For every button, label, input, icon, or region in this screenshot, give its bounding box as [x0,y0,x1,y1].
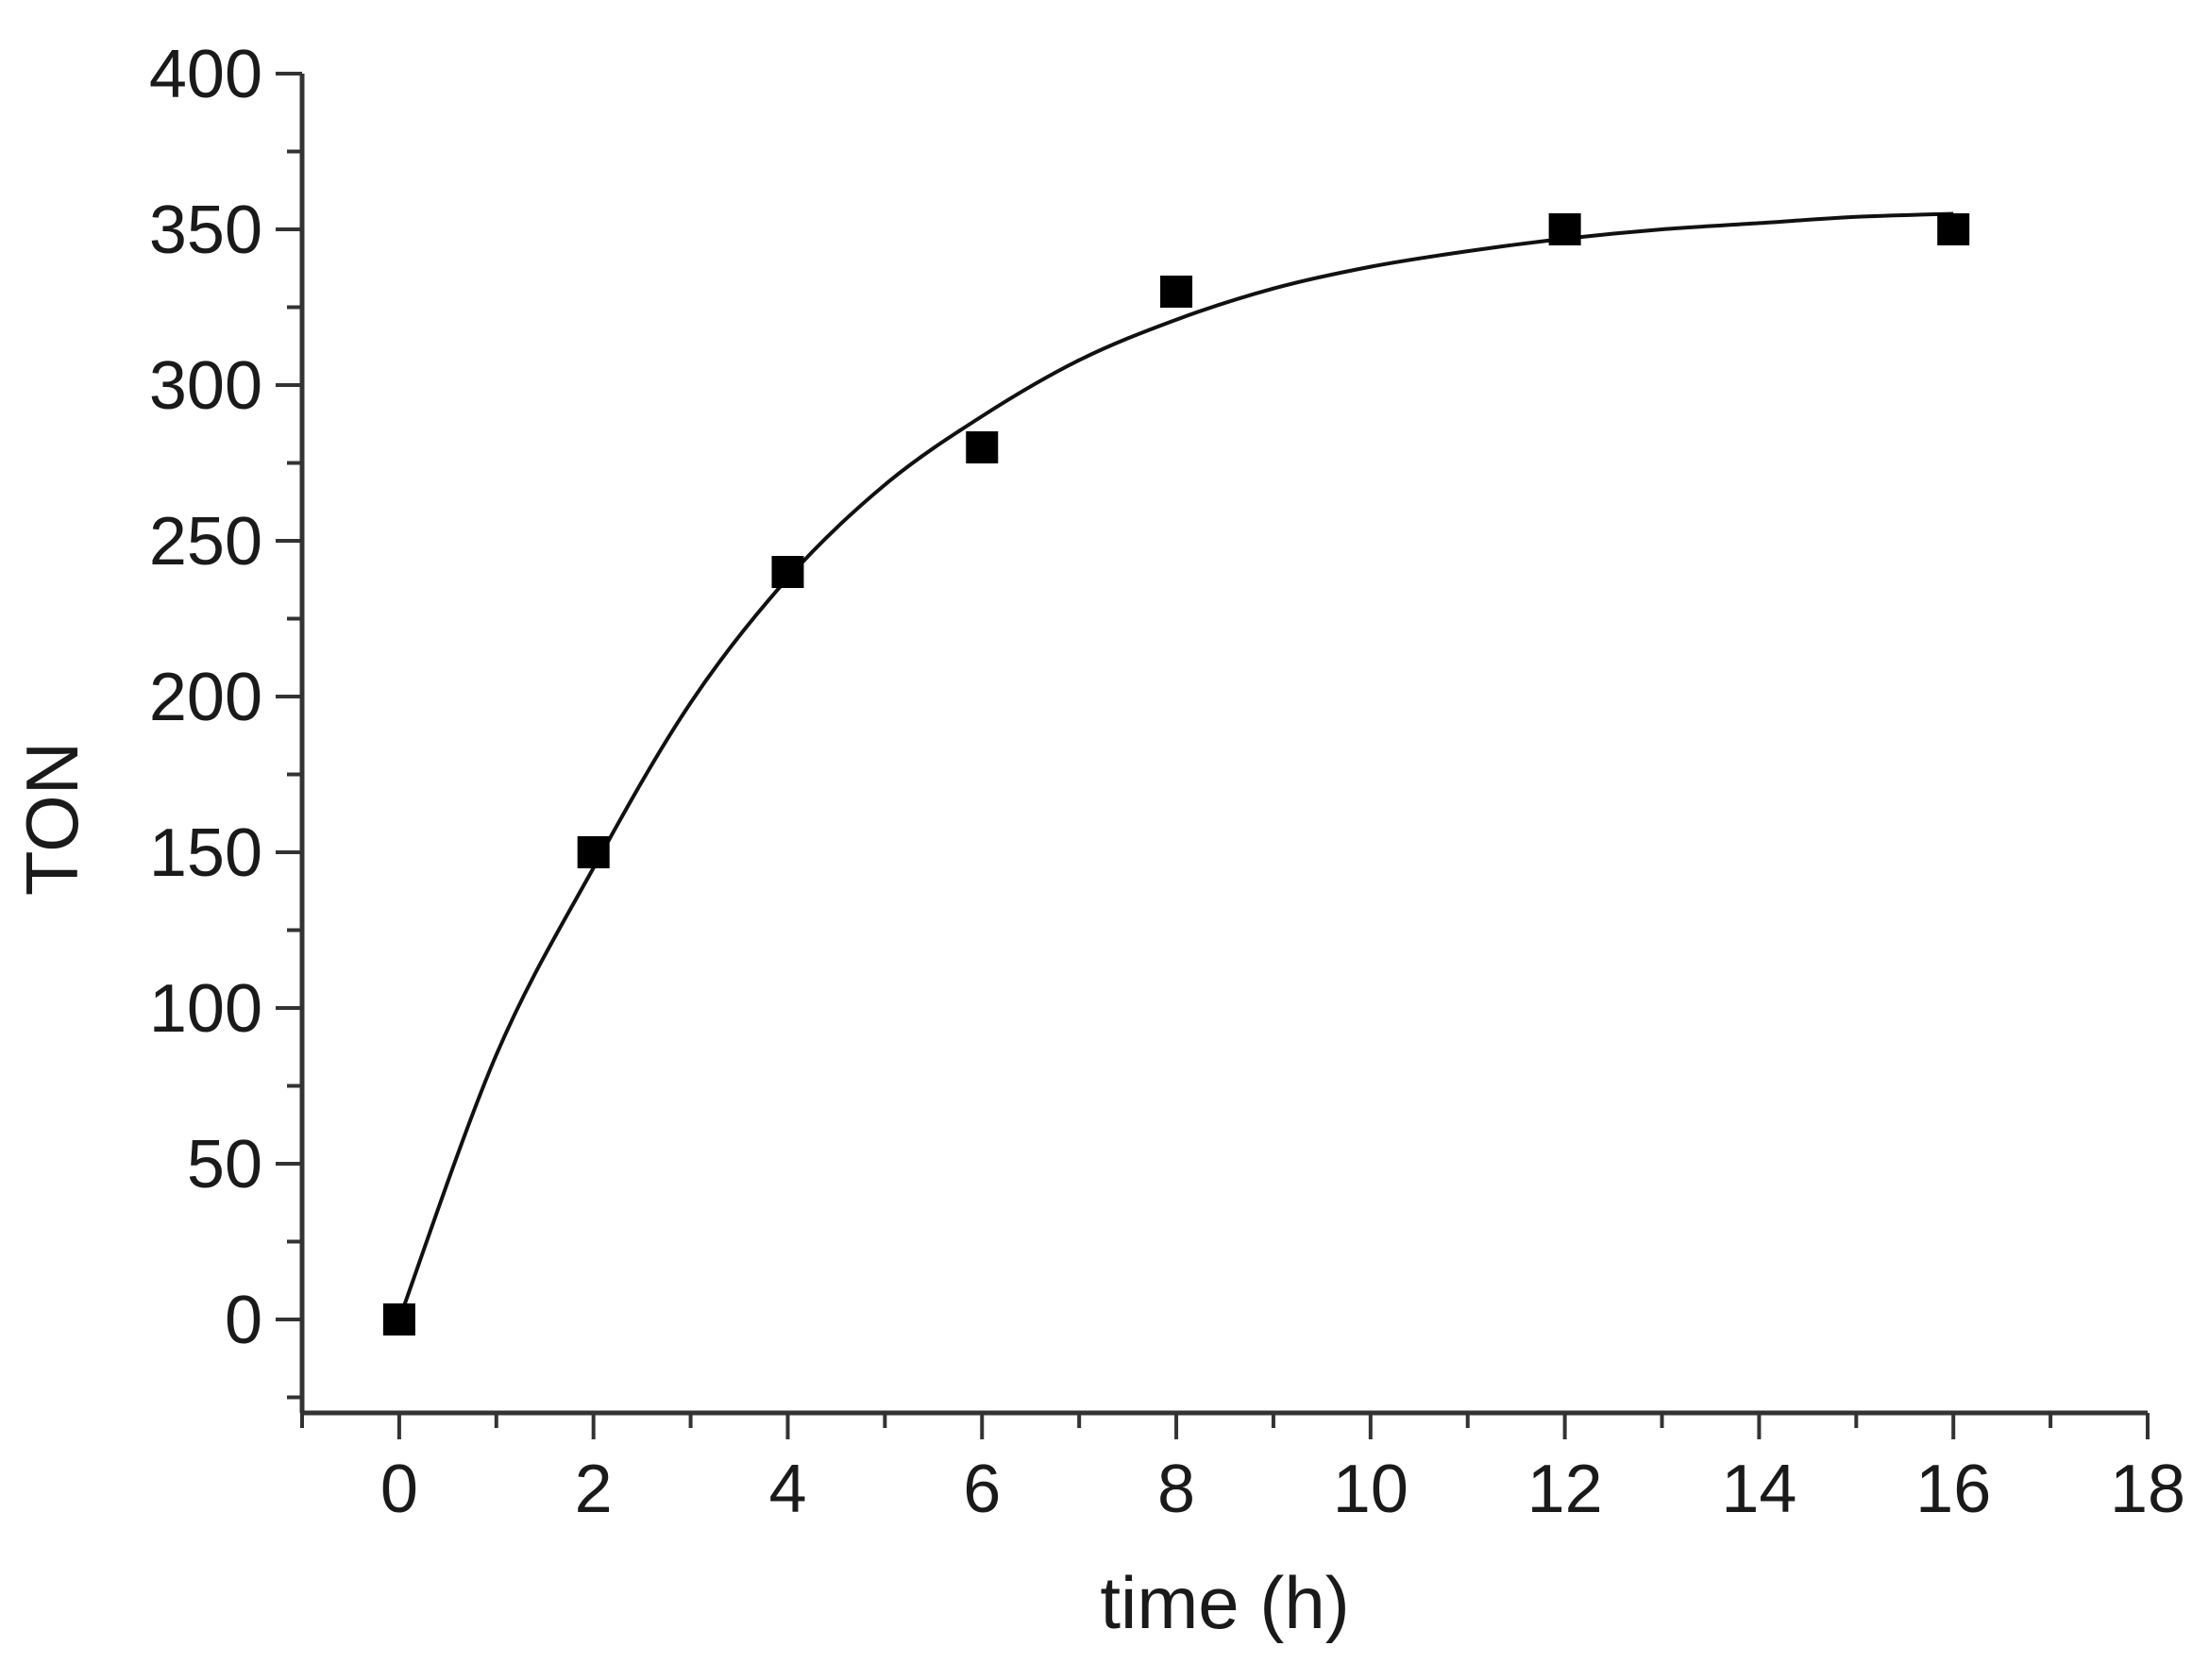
fit-curve [397,211,1954,1320]
data-point-marker [1937,213,1970,245]
y-tick-label: 350 [149,193,262,268]
x-tick-label: 18 [2110,1452,2185,1527]
y-tick-label: 150 [149,815,262,891]
x-tick-label: 6 [963,1452,1001,1527]
x-tick-label: 12 [1527,1452,1603,1527]
y-axis-ticks: 0 50 100 150 200 250 300 350 400 [149,37,302,1400]
y-tick-label: 400 [149,37,262,112]
data-point-marker [1548,213,1581,245]
data-point-marker [382,1303,415,1336]
x-tick-label: 14 [1721,1452,1796,1527]
y-tick-label: 0 [225,1283,262,1358]
y-tick-label: 250 [149,504,262,580]
data-point-marker [577,836,610,868]
x-tick-label: 0 [380,1452,418,1527]
data-point-marker [771,556,804,588]
data-point-marker [1160,276,1193,308]
y-tick-label: 100 [149,971,262,1047]
x-axis-ticks: 0 2 4 6 8 10 12 14 16 18 [300,1413,2185,1527]
y-tick-label: 300 [149,348,262,424]
y-tick-label: 200 [149,660,262,735]
data-point-marker [966,431,999,463]
plot-area [382,211,1970,1336]
x-tick-label: 10 [1333,1452,1408,1527]
axes [299,74,2148,1416]
x-tick-label: 16 [1915,1452,1991,1527]
x-tick-label: 4 [768,1452,806,1527]
x-axis-title: time (h) [1100,1561,1349,1644]
x-tick-label: 8 [1157,1452,1195,1527]
y-axis-title: TON [10,742,93,896]
x-tick-label: 2 [575,1452,613,1527]
y-tick-label: 50 [187,1127,262,1202]
